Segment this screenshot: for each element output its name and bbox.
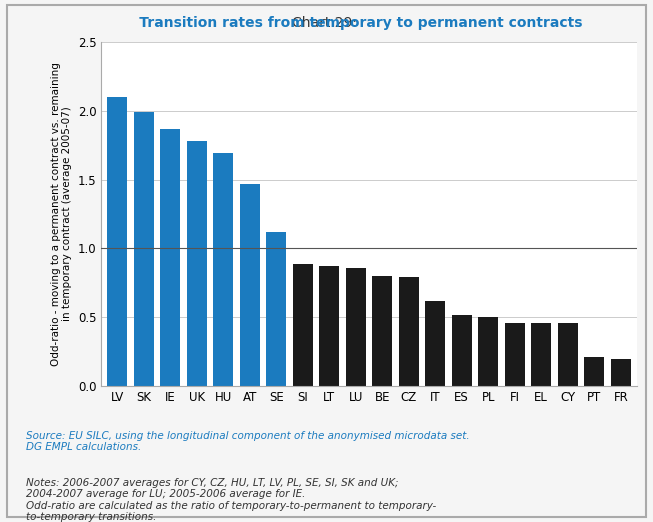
Bar (611, 359, 631, 386)
Bar (266, 232, 286, 386)
Bar (160, 128, 180, 386)
Text: Source: EU SILC, using the longitudinal component of the anonymised microdata se: Source: EU SILC, using the longitudinal … (26, 431, 470, 452)
Y-axis label: Odd-ratio - moving to a permanent contract vs. remaining
in temporary contract (: Odd-ratio - moving to a permanent contra… (50, 62, 72, 366)
Bar (107, 97, 127, 386)
Bar (505, 323, 524, 386)
Bar (319, 266, 339, 386)
Bar (478, 317, 498, 386)
Text: Chart 29:: Chart 29: (292, 17, 361, 30)
Bar (187, 141, 206, 386)
Bar (532, 323, 551, 386)
Bar (134, 112, 153, 386)
Bar (240, 184, 260, 386)
Text: Notes: 2006-2007 averages for CY, CZ, HU, LT, LV, PL, SE, SI, SK and UK;
2004-20: Notes: 2006-2007 averages for CY, CZ, HU… (26, 478, 436, 522)
Bar (214, 153, 233, 386)
Bar (558, 323, 578, 386)
Bar (372, 276, 392, 386)
Bar (293, 264, 313, 386)
Bar (584, 358, 604, 386)
Bar (452, 315, 471, 386)
Bar (399, 277, 419, 386)
Text: Transition rates from temporary to permanent contracts: Transition rates from temporary to perma… (71, 17, 582, 30)
Bar (345, 268, 366, 386)
Bar (425, 301, 445, 386)
